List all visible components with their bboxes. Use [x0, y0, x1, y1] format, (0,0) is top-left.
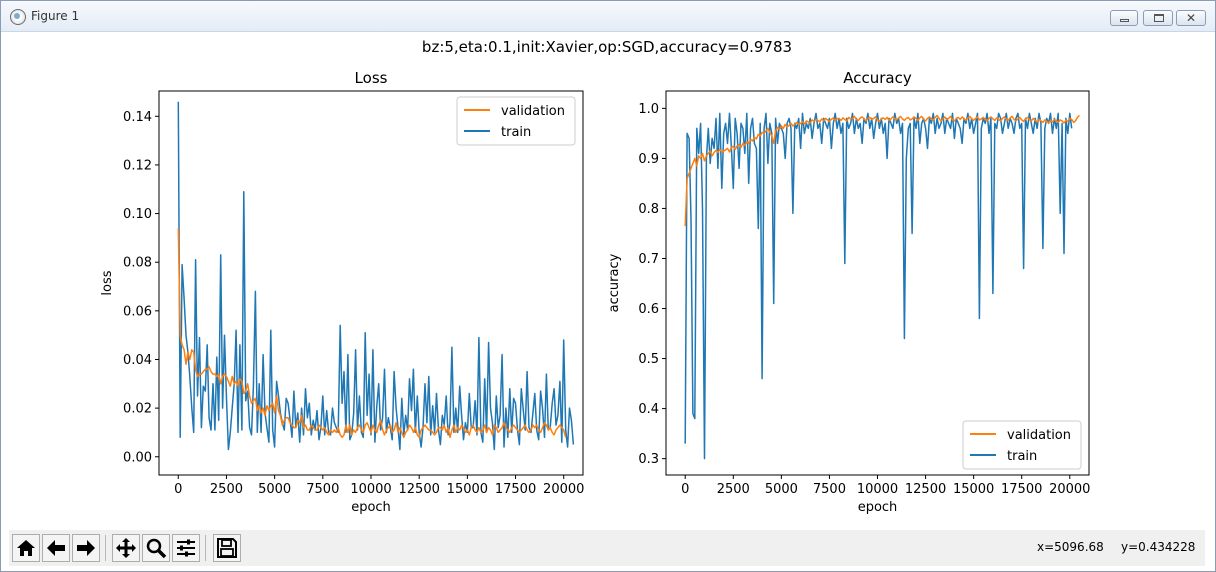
accuracy-x-tick-label: 17500 [1001, 482, 1042, 497]
figure-suptitle: bz:5,eta:0.1,init:Xavier,op:SGD,accuracy… [422, 38, 792, 56]
loss-x-tick-label: 5000 [258, 482, 291, 497]
accuracy-y-axis-label: accuracy [607, 253, 622, 312]
minimize-button[interactable] [1110, 10, 1138, 26]
accuracy-y-tick-label: 1.0 [638, 102, 659, 117]
accuracy-x-tick-label: 12500 [905, 482, 946, 497]
close-icon: ✕ [1185, 11, 1197, 25]
accuracy-y-tick-label: 0.4 [638, 402, 659, 417]
accuracy-y-tick-label: 0.5 [638, 352, 659, 367]
zoom-button[interactable] [142, 534, 170, 562]
configure-subplots-icon [177, 539, 195, 557]
close-button[interactable]: ✕ [1176, 10, 1206, 26]
toolbar-separator [105, 535, 106, 561]
accuracy-x-axis-label: epoch [858, 500, 898, 515]
loss-x-axis-label: epoch [351, 500, 391, 515]
loss-y-tick-label: 0.08 [123, 256, 152, 271]
zoom-icon [146, 538, 167, 559]
figure-canvas[interactable]: bz:5,eta:0.1,init:Xavier,op:SGD,accuracy… [9, 32, 1205, 530]
home-button[interactable] [12, 534, 40, 562]
loss-validation-line [177, 228, 567, 439]
matplotlib-icon [10, 9, 26, 25]
loss-x-tick-label: 15000 [447, 482, 488, 497]
accuracy-x-tick-label: 2500 [717, 482, 750, 497]
loss-y-tick-label: 0.10 [123, 207, 152, 222]
figure-svg: bz:5,eta:0.1,init:Xavier,op:SGD,accuracy… [100, 38, 1090, 515]
loss-y-axis-label: loss [100, 270, 115, 295]
loss-x-tick-label: 2500 [210, 482, 243, 497]
accuracy-x-tick-label: 7500 [813, 482, 846, 497]
forward-button[interactable] [72, 534, 100, 562]
maximize-button[interactable] [1143, 10, 1173, 26]
loss-axes[interactable]: Loss 0 2500 5000 7500 10000 12500 15000 17500 200… [100, 69, 584, 515]
accuracy-y-tick-label: 0.3 [638, 452, 659, 467]
title-bar[interactable]: Figure 1 ✕ [1, 1, 1215, 32]
loss-y-tick-label: 0.12 [123, 158, 152, 173]
loss-x-tick-label: 10000 [350, 482, 391, 497]
accuracy-axes[interactable]: Accuracy 0 2500 5000 7500 10000 12500 15000 1750… [607, 69, 1090, 515]
pan-icon [116, 538, 136, 558]
loss-y-tick-label: 0.04 [123, 353, 152, 368]
configure-subplots-button[interactable] [172, 534, 200, 562]
loss-legend-validation-label: validation [501, 104, 565, 119]
loss-chart-title: Loss [355, 69, 388, 87]
loss-x-tick-label: 12500 [399, 482, 440, 497]
accuracy-y-tick-label: 0.9 [638, 152, 659, 167]
accuracy-y-tick-label: 0.8 [638, 202, 659, 217]
loss-x-tick-label: 0 [174, 482, 182, 497]
accuracy-chart-title: Accuracy [843, 69, 912, 87]
accuracy-validation-line [684, 114, 1080, 227]
accuracy-y-tick-label: 0.6 [638, 302, 659, 317]
loss-y-tick-label: 0.02 [123, 402, 152, 417]
accuracy-x-tick-label: 20000 [1049, 482, 1090, 497]
forward-icon [77, 540, 95, 556]
back-button[interactable] [42, 534, 70, 562]
window-title: Figure 1 [31, 9, 80, 23]
accuracy-x-tick-label: 0 [681, 482, 689, 497]
accuracy-x-tick-label: 10000 [857, 482, 898, 497]
home-icon [17, 540, 35, 556]
toolbar-separator [205, 535, 206, 561]
accuracy-x-tick-label: 15000 [953, 482, 994, 497]
back-icon [47, 540, 65, 556]
y-coordinate-readout: y=0.434228 [1121, 540, 1196, 554]
accuracy-x-tick-label: 5000 [765, 482, 798, 497]
accuracy-train-line [684, 112, 1073, 460]
x-coordinate-readout: x=5096.68 [1037, 540, 1104, 554]
navigation-toolbar: x=5096.68 y=0.434228 [9, 530, 1205, 566]
accuracy-legend-validation-label: validation [1007, 428, 1071, 443]
loss-legend-train-label: train [501, 125, 531, 140]
save-icon [217, 538, 237, 558]
loss-train-line [177, 101, 575, 451]
loss-y-tick-label: 0.00 [123, 450, 152, 465]
accuracy-legend-train-label: train [1007, 449, 1037, 464]
pan-button[interactable] [112, 534, 140, 562]
loss-x-tick-label: 7500 [306, 482, 339, 497]
save-button[interactable] [213, 534, 241, 562]
loss-x-tick-label: 20000 [543, 482, 584, 497]
accuracy-y-tick-label: 0.7 [638, 252, 659, 267]
loss-x-tick-label: 17500 [495, 482, 536, 497]
loss-y-tick-label: 0.14 [123, 110, 152, 125]
loss-y-tick-label: 0.06 [123, 304, 152, 319]
